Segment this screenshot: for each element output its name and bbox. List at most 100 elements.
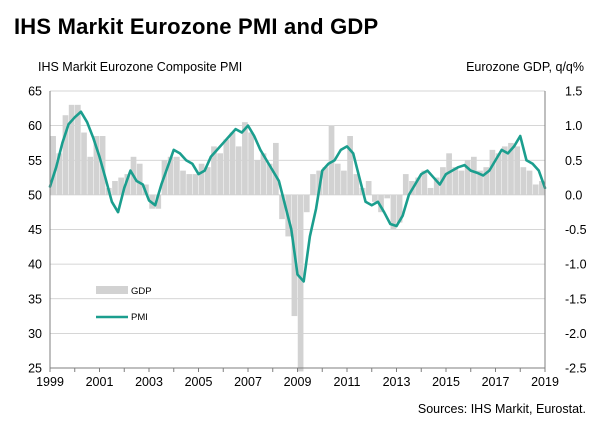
gdp-bar [378,194,384,213]
gdp-bar [421,170,428,195]
gdp-bar [173,156,180,195]
gdp-bar [56,153,63,195]
pmi-line-group [48,110,547,283]
gdp-bar [223,139,230,195]
gdp-bar [62,115,69,195]
y-tick-label: 45 [28,223,42,237]
gdp-bar [371,194,378,202]
gdp-bar [464,160,471,195]
gdp-bar [495,153,502,195]
x-tick-label: 2011 [334,375,361,389]
x-tick-label: 2003 [135,375,163,389]
gdp-bar [341,170,347,195]
y2-tick-label: 0.5 [565,154,582,168]
gdp-bar [192,174,199,195]
gdp-bar [272,142,279,195]
gdp-bar [180,170,186,195]
gdp-bar [384,194,391,199]
gdp-bar [81,132,87,195]
gdp-bar [198,163,205,195]
y-tick-label: 35 [28,292,42,306]
gdp-bar [328,125,335,195]
gdp-bar [112,181,118,195]
gdp-bar [446,153,452,195]
gdp-bar [396,194,403,223]
x-tick-label: 2015 [432,375,460,389]
y2-tick-label: -0.5 [565,223,587,237]
chart-title: IHS Markit Eurozone PMI and GDP [14,14,379,39]
gdp-bar [520,167,527,195]
gdp-bar [248,132,254,195]
y-tick-label: 30 [28,327,42,341]
gdp-bar [390,194,397,230]
gdp-bar [539,181,545,195]
y-tick-label: 60 [28,119,42,133]
gdp-bar [477,170,483,195]
gdp-bar [136,163,143,195]
axes [49,91,546,372]
gdp-bar [310,174,316,195]
gdp-bar [489,149,496,195]
y2-tick-label: 1.0 [565,119,582,133]
gdp-bar [501,146,508,195]
x-tick-label: 2009 [284,375,312,389]
gdp-bar [508,142,514,195]
gdp-bar [458,170,465,195]
y2-tick-label: -2.5 [565,362,587,376]
gdp-bar [334,163,341,195]
y-tick-label: 55 [28,154,42,168]
gdp-bar [235,146,242,195]
x-tick-label: 2001 [86,375,114,389]
legend-pmi-label: PMI [131,312,148,323]
y-tick-label: 40 [28,258,42,272]
gdp-bar [186,174,193,195]
gdp-bar [452,167,459,195]
legend-gdp-swatch [96,286,128,294]
gdp-bar [532,184,539,195]
gdp-bar [266,163,273,195]
gdp-bar [87,156,94,195]
gdp-bar [303,194,310,213]
left-axis-title: IHS Markit Eurozone Composite PMI [38,60,243,74]
x-tick-label: 1999 [36,375,64,389]
legend: GDP PMI [96,286,152,323]
gdp-bar [427,187,434,195]
gdp-bar [204,167,211,195]
y-tick-label: 50 [28,188,42,202]
gdp-bar [68,104,75,195]
gdp-bar [297,194,304,372]
tick-labels: 25 30 35 40 45 50 55 60 65 -2.5 -2.0 -1.5 -1.0 -0.5 0.… [28,85,586,390]
gridlines [50,90,545,369]
gdp-bar [365,181,372,195]
x-tick-label: 2013 [383,375,411,389]
gdp-bar [402,174,409,195]
gdp-bars [50,104,545,372]
gdp-bar [347,136,353,195]
right-axis-title: Eurozone GDP, q/q% [466,60,584,74]
gdp-bar [50,136,56,195]
gdp-bar [514,146,521,195]
gdp-bar [279,194,285,220]
gdp-bar [124,174,131,195]
source-note: Sources: IHS Markit, Eurostat. [417,402,586,416]
gdp-bar [155,194,162,209]
gdp-bar [229,132,236,195]
x-tick-label: 2017 [482,375,510,389]
x-tick-label: 2007 [234,375,262,389]
y2-tick-label: -1.0 [565,258,587,272]
gdp-bar [118,177,125,195]
gdp-bar [74,104,81,195]
gdp-bar [483,167,490,195]
gdp-bar [470,156,477,195]
gdp-bar [415,177,422,195]
gdp-bar [93,136,100,195]
x-tick-label: 2005 [185,375,213,389]
y-tick-label: 25 [28,362,42,376]
gdp-bar [433,177,440,195]
gdp-bar [167,156,174,195]
y2-tick-label: -1.5 [565,292,587,306]
y2-tick-label: -2.0 [565,327,587,341]
gdp-bar [353,174,360,195]
gdp-bar [260,153,267,195]
